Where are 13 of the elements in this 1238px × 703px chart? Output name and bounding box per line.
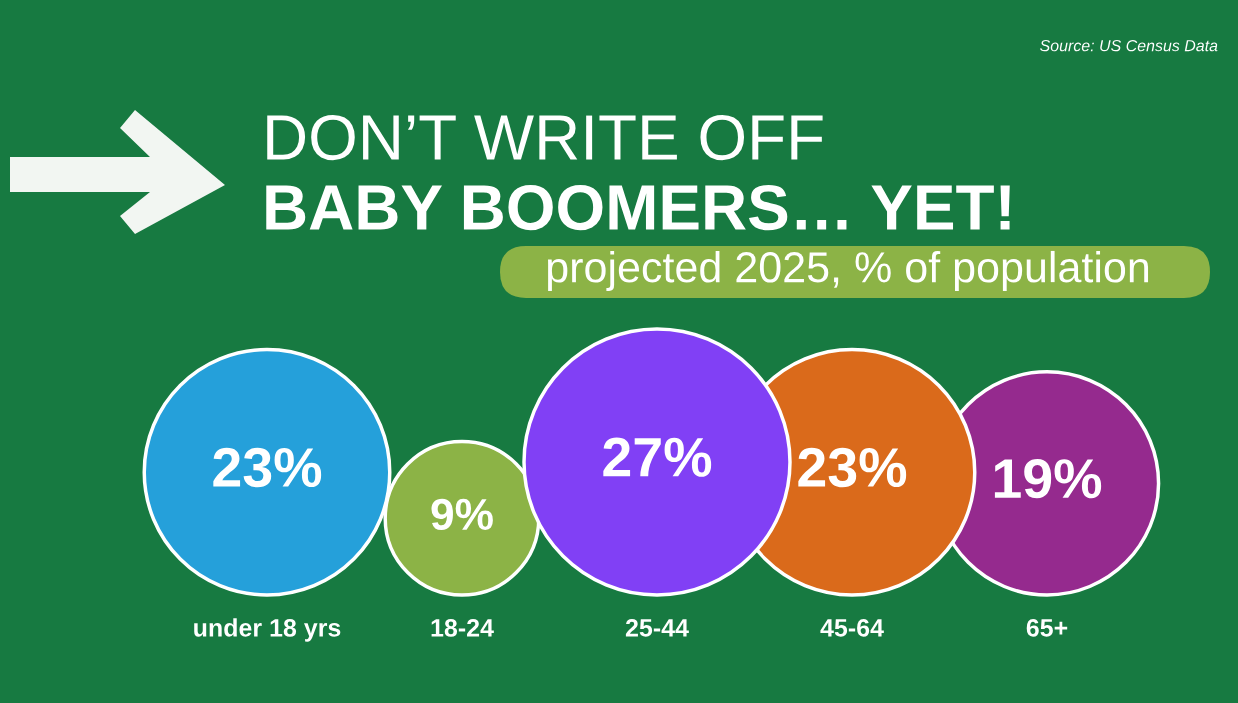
source-note: Source: US Census Data	[1040, 39, 1218, 52]
data-label: 9%	[431, 498, 493, 531]
category-label: 25-44	[625, 619, 689, 637]
category-label: 65+	[1026, 619, 1068, 637]
data-label: 27%	[603, 437, 712, 477]
data-label: 19%	[994, 459, 1102, 499]
data-label: 23%	[798, 447, 907, 488]
category-label: 18-24	[431, 619, 494, 637]
category-label: 45-64	[820, 619, 884, 637]
category-label: under 18 yrs	[194, 618, 341, 642]
text: projected 2025, % of population	[547, 250, 1149, 292]
text: DON’T WRITE OFF BABY BOOMERS… YET!	[266, 114, 1010, 231]
data-label: 23%	[213, 447, 322, 488]
